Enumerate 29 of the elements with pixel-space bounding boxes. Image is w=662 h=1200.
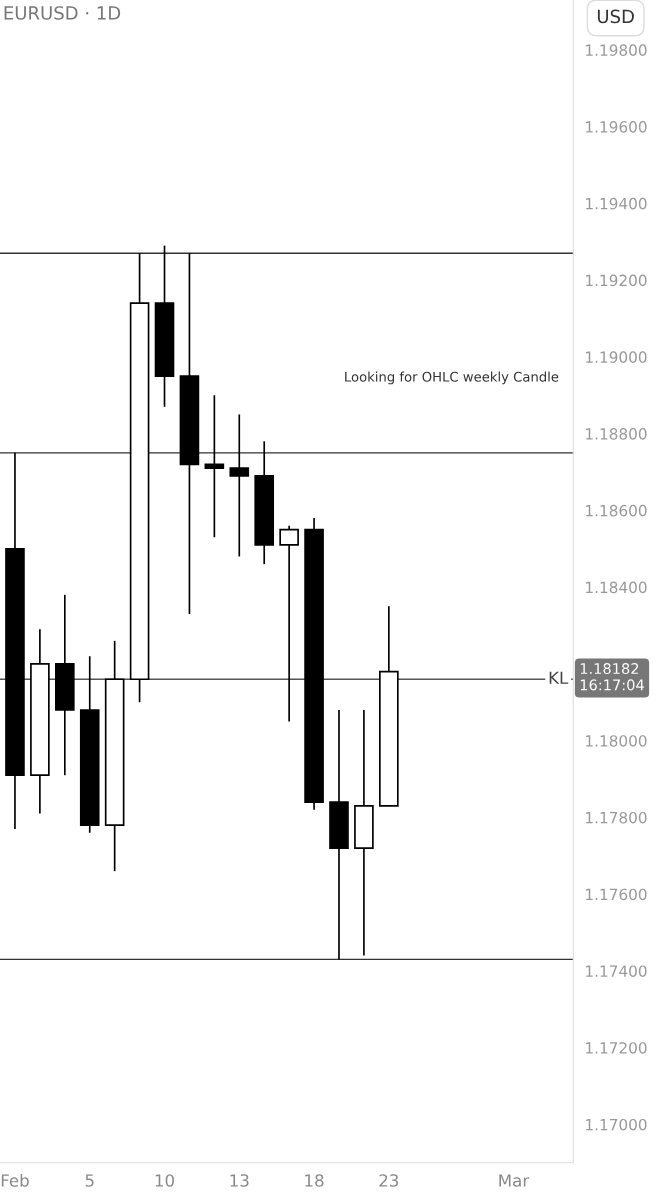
text: 1.18182 16:17:04	[580, 663, 644, 691]
y-tick-label: 1.18600	[586, 504, 647, 517]
y-tick-label: 1.19000	[586, 351, 647, 363]
y-tick-label: 1.19200	[586, 274, 647, 287]
x-tick-label: 23	[379, 1174, 399, 1187]
annotation: Looking for OHLC weekly Candle	[345, 371, 559, 385]
y-tick-label: 1.19400	[586, 197, 647, 210]
y-tick-label: 1.17600	[586, 888, 647, 901]
y-tick-label: 1.18000	[586, 735, 647, 747]
y-tick-label: 1.18400	[586, 581, 647, 594]
ref-line-label: KL	[549, 671, 569, 684]
x-tick-label: Feb	[1, 1173, 29, 1187]
y-axis-title: USD	[597, 9, 634, 24]
y-tick-label: 1.17000	[586, 1118, 647, 1131]
chart-title: EURUSD · 1D	[4, 6, 121, 20]
y-tick-label: 1.19800	[586, 44, 647, 56]
y-tick-label: 1.17800	[586, 811, 647, 824]
x-tick-label: 5	[85, 1174, 94, 1187]
x-tick-label: 13	[230, 1174, 249, 1187]
candlestick	[229, 413, 250, 558]
x-tick-label: 10	[155, 1174, 175, 1187]
x-tick-label: 18	[305, 1174, 324, 1187]
x-tick-label: Mar	[499, 1174, 530, 1187]
y-tick-label: 1.17200	[586, 1042, 647, 1054]
y-tick-label: 1.18800	[586, 428, 647, 440]
y-tick-label: 1.17400	[586, 965, 647, 977]
candlestick	[204, 394, 225, 539]
candlestick	[279, 524, 299, 723]
y-tick-label: 1.19600	[586, 121, 647, 133]
